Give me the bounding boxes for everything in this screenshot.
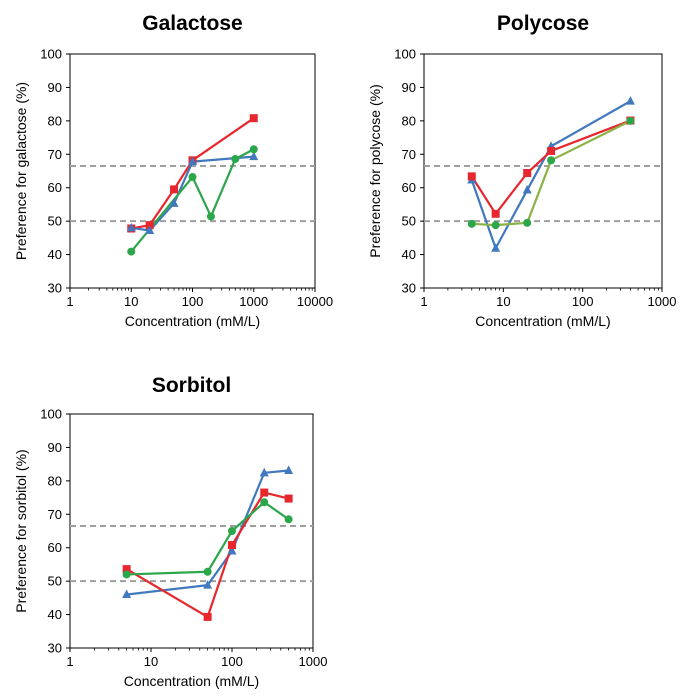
x-axis-label: Concentration (mM/L) (125, 313, 260, 329)
data-point-series-2 (228, 527, 236, 535)
data-point-series-0 (145, 221, 154, 230)
y-tick-label: 30 (48, 641, 62, 656)
y-tick-label: 90 (48, 80, 62, 95)
data-point-series-0 (522, 185, 532, 194)
plot-frame (423, 53, 663, 289)
x-tick-label: 1 (420, 294, 427, 309)
x-tick-label: 100 (221, 654, 243, 669)
series-line-1 (470, 119, 631, 215)
data-point-series-0 (491, 243, 501, 252)
data-point-series-2 (122, 570, 131, 579)
x-tick-label: 1 (66, 294, 73, 309)
y-tick-label: 90 (48, 440, 62, 455)
data-point-series-0 (259, 467, 269, 477)
x-tick-label: 100 (182, 294, 204, 309)
x-tick-label: 100 (572, 294, 594, 309)
data-point-series-1 (523, 169, 532, 178)
series-line-2 (471, 119, 631, 227)
data-point-series-2 (626, 116, 635, 125)
data-point-series-2 (127, 247, 136, 256)
data-point-series-2 (523, 218, 532, 227)
y-tick-label: 70 (48, 147, 62, 162)
data-point-series-0 (203, 580, 213, 589)
x-tick-label: 1000 (299, 654, 328, 669)
x-tick-label: 1000 (239, 294, 268, 309)
data-point-series-1 (169, 198, 179, 207)
data-point-series-0 (625, 96, 635, 105)
x-axis-label: Concentration (mM/L) (124, 673, 259, 689)
data-point-series-0 (122, 589, 132, 599)
y-tick-label: 70 (402, 147, 416, 162)
data-point-series-2 (203, 567, 212, 576)
plot-frame (69, 53, 316, 289)
y-tick-label: 90 (402, 80, 416, 95)
y-tick-label: 30 (48, 281, 62, 296)
data-point-series-0 (227, 546, 237, 555)
data-point-series-1 (249, 151, 259, 161)
data-point-series-2 (260, 498, 269, 507)
data-point-series-2 (249, 145, 258, 154)
x-tick-label: 1 (66, 654, 73, 669)
data-point-series-1 (260, 488, 269, 497)
y-tick-label: 60 (48, 180, 62, 195)
x-tick-label: 10 (144, 654, 158, 669)
x-tick-label: 1000 (648, 294, 677, 309)
data-point-series-2 (491, 221, 500, 230)
x-tick-label: 10 (496, 294, 510, 309)
series-line-2 (126, 501, 290, 576)
data-point-series-0 (249, 114, 258, 123)
y-axis-label: Preference for polycose (%) (367, 84, 383, 258)
chart-title: Polycose (497, 12, 589, 35)
y-tick-label: 100 (40, 47, 62, 62)
data-point-series-1 (491, 209, 500, 218)
data-point-series-1 (203, 612, 212, 621)
chart-title: Galactose (142, 12, 242, 35)
data-point-series-2 (206, 212, 215, 221)
data-point-series-2 (467, 219, 476, 228)
x-tick-label: 10000 (297, 294, 333, 309)
series-line-1 (126, 491, 289, 619)
data-point-series-0 (284, 465, 294, 474)
y-axis-label: Preference for sorbitol (%) (13, 449, 29, 612)
data-point-series-1 (284, 494, 293, 503)
y-tick-label: 40 (402, 247, 416, 262)
y-axis-label: Preference for galactose (%) (13, 82, 29, 260)
data-point-series-1 (547, 146, 556, 155)
data-point-series-2 (284, 515, 293, 524)
y-tick-label: 80 (48, 473, 62, 488)
y-tick-label: 80 (48, 113, 62, 128)
data-point-series-1 (145, 225, 155, 235)
y-tick-label: 40 (48, 247, 62, 262)
y-tick-label: 50 (48, 574, 62, 589)
y-tick-label: 100 (40, 407, 62, 422)
x-axis-label: Concentration (mM/L) (475, 313, 610, 329)
series-line-1 (131, 155, 254, 232)
y-tick-label: 30 (402, 281, 416, 296)
data-point-series-0 (170, 185, 179, 194)
data-point-series-2 (547, 156, 556, 165)
plot-frame (69, 413, 314, 649)
y-tick-label: 60 (48, 540, 62, 555)
data-point-series-1 (122, 565, 131, 574)
data-point-series-1 (467, 172, 476, 181)
data-point-series-1 (188, 156, 197, 166)
y-tick-label: 40 (48, 607, 62, 622)
data-point-series-2 (188, 173, 197, 182)
y-tick-label: 100 (394, 47, 416, 62)
y-tick-label: 50 (48, 214, 62, 229)
y-tick-label: 50 (402, 214, 416, 229)
data-point-series-2 (231, 154, 240, 163)
x-tick-label: 10 (124, 294, 138, 309)
y-tick-label: 70 (48, 507, 62, 522)
chart-title: Sorbitol (152, 374, 231, 397)
y-tick-label: 60 (402, 180, 416, 195)
y-tick-label: 80 (402, 113, 416, 128)
data-point-series-1 (126, 222, 136, 232)
data-point-series-1 (228, 541, 236, 550)
